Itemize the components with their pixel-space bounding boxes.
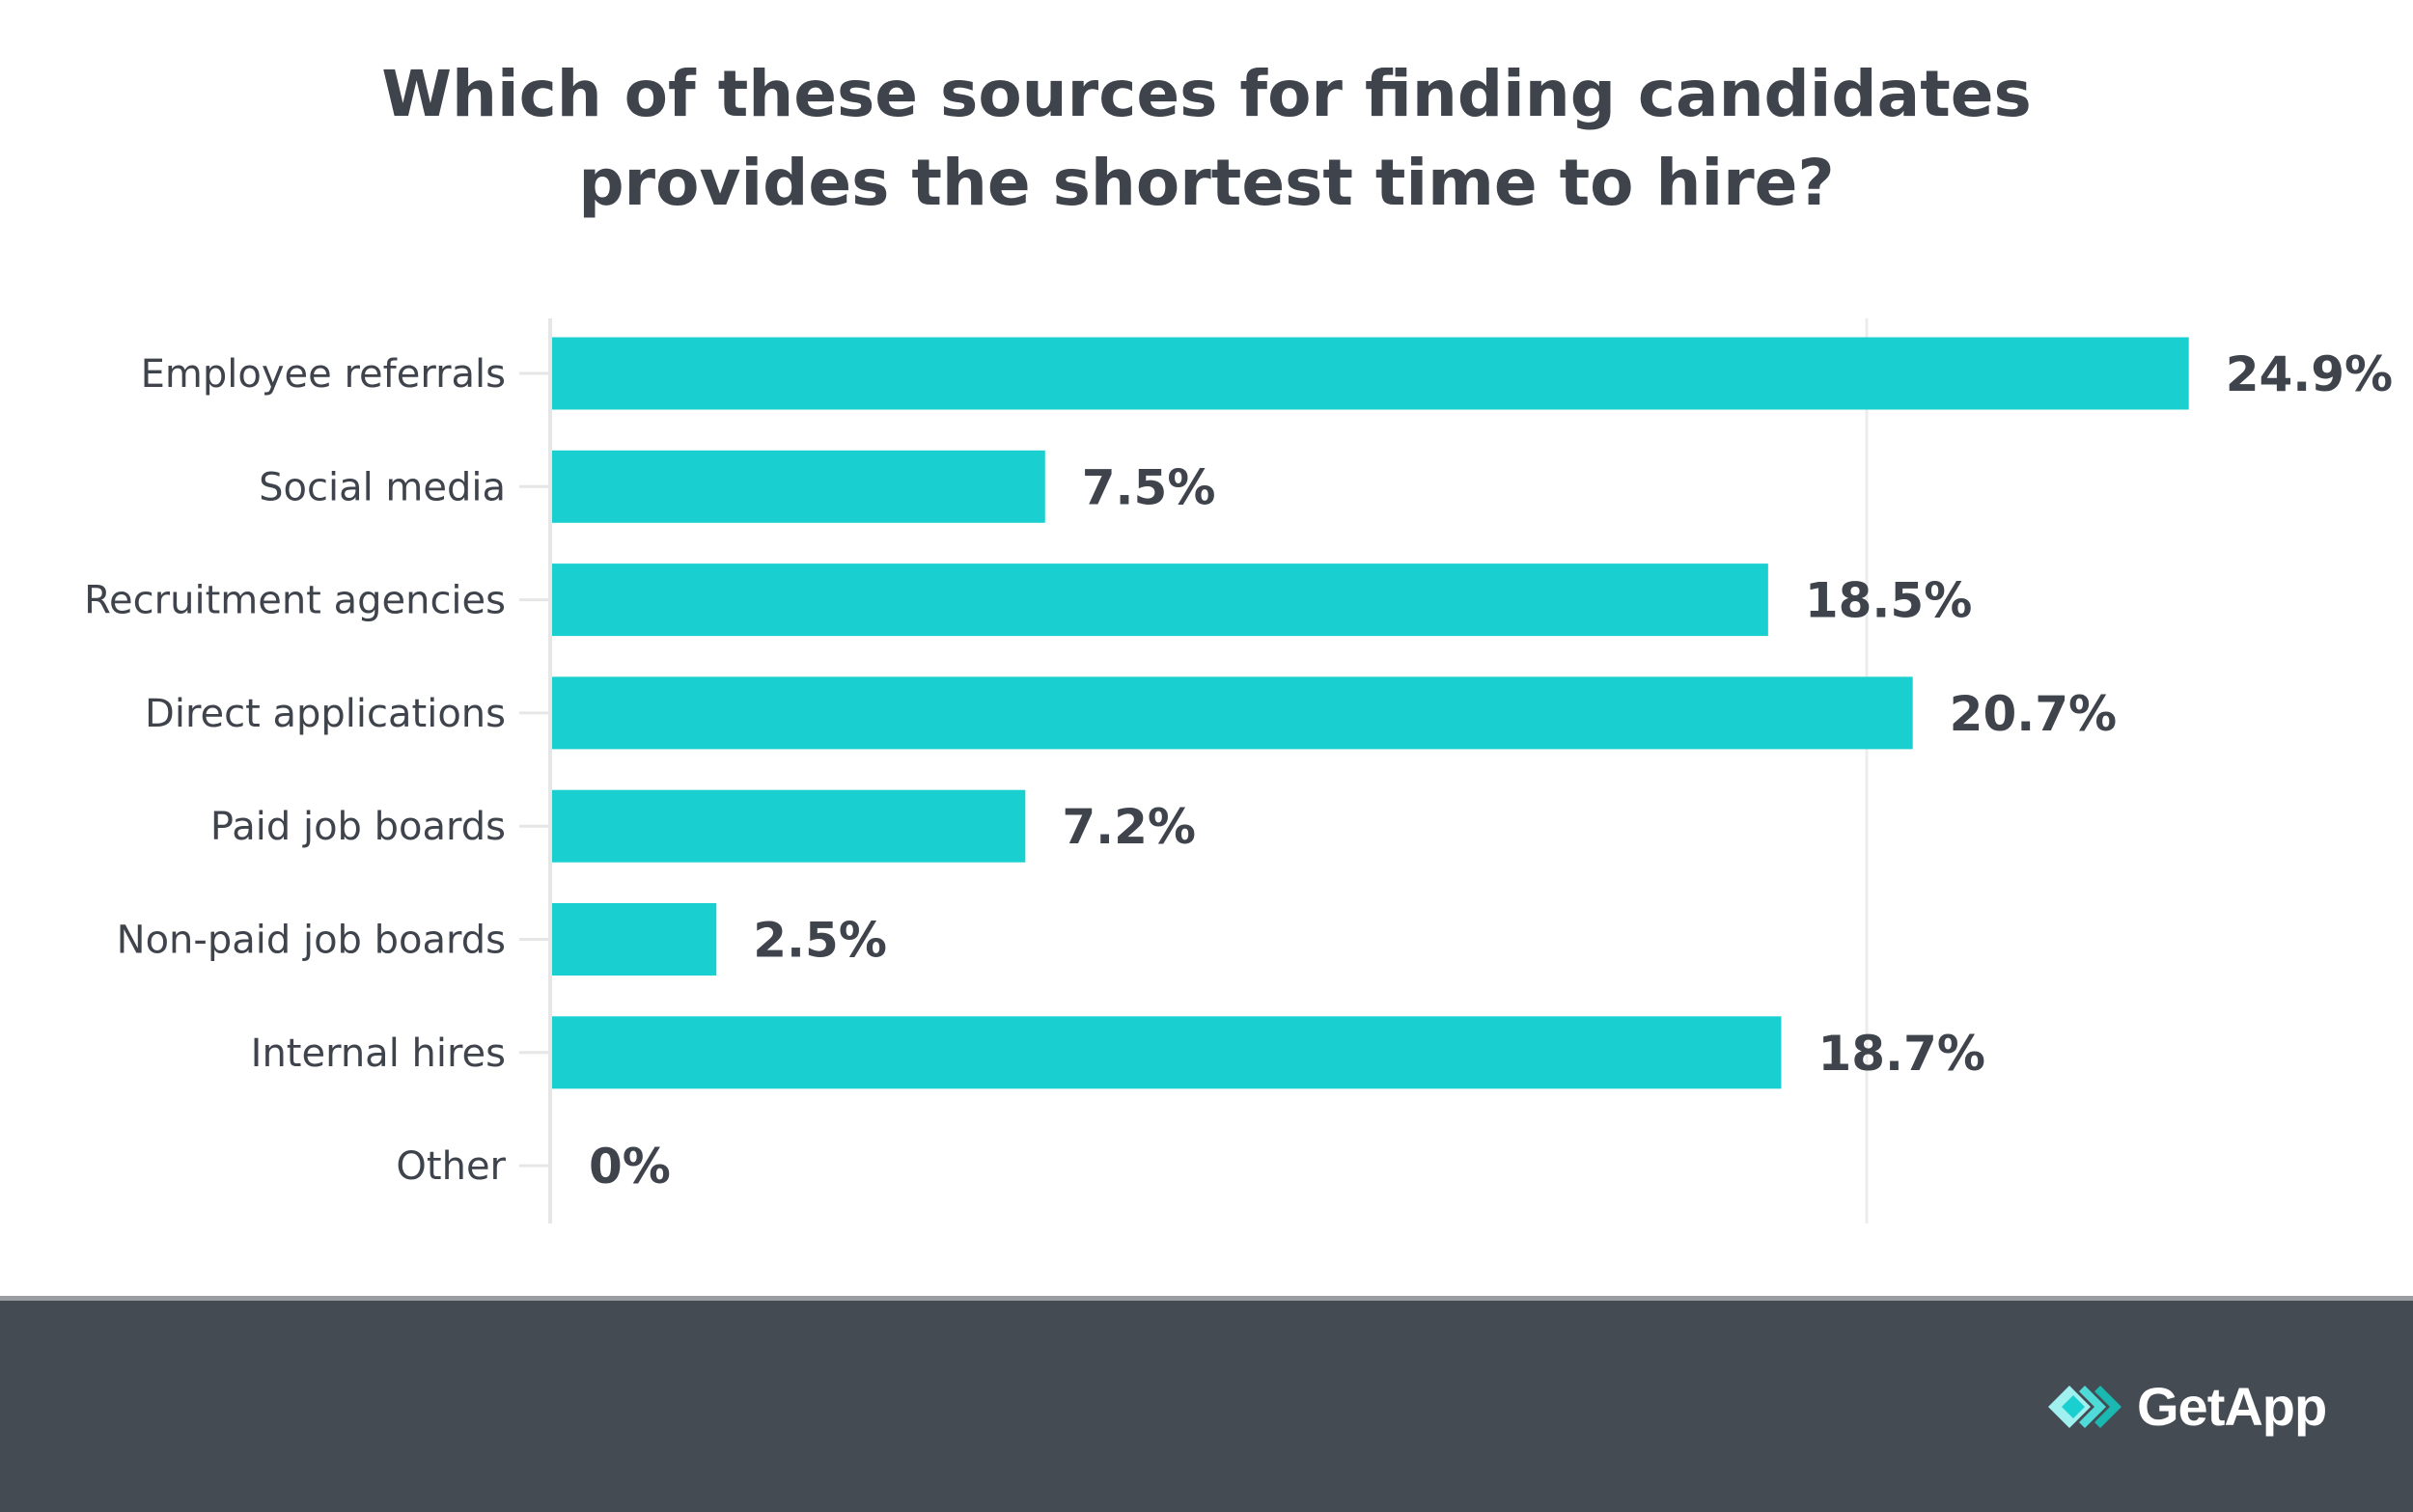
data-label: 2.5%: [753, 913, 887, 969]
category-label: Direct applications: [145, 692, 506, 736]
category-label: Paid job boards: [210, 805, 506, 849]
bar: [552, 337, 2189, 410]
data-label: 7.5%: [1082, 459, 1216, 515]
data-label: 18.5%: [1805, 573, 1972, 629]
bar: [552, 1016, 1782, 1089]
data-label: 7.2%: [1062, 799, 1196, 855]
category-label: Non-paid job boards: [117, 919, 506, 963]
brand-name: GetApp: [2137, 1376, 2327, 1437]
chart-title: Which of these sources for finding candi…: [0, 50, 2413, 228]
getapp-chevrons-icon: [2048, 1385, 2122, 1428]
data-label: 18.7%: [1817, 1026, 1984, 1082]
bar: [552, 903, 717, 976]
data-label: 20.7%: [1950, 686, 2117, 742]
bar-chart: Employee referrals 24.9% Social media 7.5% R…: [84, 318, 2393, 1223]
category-label: Other: [396, 1144, 506, 1189]
category-label: Internal hires: [251, 1031, 506, 1076]
data-label: 24.9%: [2226, 346, 2393, 402]
bar: [552, 450, 1045, 523]
footer: [0, 1296, 2413, 1512]
category-label: Employee referrals: [141, 352, 506, 397]
getapp-logo: GetApp: [2048, 1375, 2327, 1438]
chart-title-line-2: provides the shortest time to hire?: [578, 146, 1835, 220]
data-label: 0%: [589, 1139, 671, 1195]
category-label: Recruitment agencies: [84, 579, 506, 623]
bar: [552, 676, 1913, 750]
chart-title-line-1: Which of these sources for finding candi…: [381, 57, 2032, 131]
bar: [552, 564, 1768, 637]
category-label: Social media: [259, 465, 506, 509]
bar: [552, 789, 1026, 863]
